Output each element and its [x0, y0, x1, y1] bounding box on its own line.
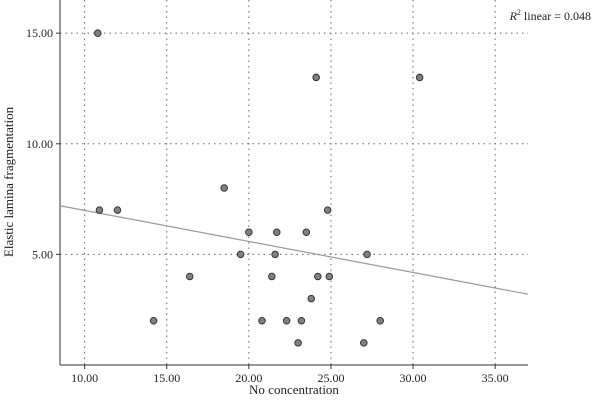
data-point	[273, 228, 281, 237]
x-tick-label: 25.00	[317, 371, 344, 385]
data-point	[95, 206, 104, 214]
data-point	[282, 317, 291, 325]
x-tick-label: 20.00	[235, 371, 262, 385]
axes	[59, 0, 528, 366]
data-point	[297, 317, 306, 325]
data-point	[94, 29, 102, 37]
x-tick-label: 35.00	[482, 371, 509, 385]
data-point	[271, 250, 279, 259]
data-point	[415, 73, 424, 82]
data-point	[294, 339, 302, 347]
ticks: 10.00 15.00 20.00 25.00 30.00 35.00 5.00 10.00 1…	[26, 26, 509, 385]
grid-lines	[60, 0, 528, 365]
y-tick-label: 15.00	[26, 26, 53, 40]
data-point	[376, 317, 384, 325]
data-point	[307, 294, 315, 303]
data-point	[185, 272, 194, 281]
data-point	[325, 272, 334, 281]
data-point	[314, 272, 322, 281]
data-point	[236, 250, 245, 259]
y-tick-label: 10.00	[26, 137, 53, 151]
regression-line	[59, 205, 529, 295]
x-tick-label: 10.00	[71, 371, 98, 385]
x-tick-label: 30.00	[400, 371, 427, 385]
x-tick-label: 15.00	[153, 371, 180, 385]
data-point	[312, 73, 320, 82]
data-point	[220, 184, 228, 192]
data-point	[245, 228, 253, 237]
data-point	[258, 317, 266, 325]
y-axis-title: Elastic lamina fragmentation	[1, 106, 16, 257]
data-point	[149, 317, 158, 325]
data-point	[268, 272, 276, 281]
y-tick-label: 5.00	[32, 247, 53, 261]
data-points	[94, 29, 424, 347]
data-point	[113, 206, 122, 214]
data-point	[323, 206, 332, 214]
r-squared-label: R2 linear = 0.048	[509, 8, 591, 23]
x-axis-title: No concentration	[249, 382, 339, 397]
data-point	[302, 228, 311, 237]
regression-line-group	[59, 205, 529, 295]
data-point	[363, 250, 371, 259]
data-point	[360, 339, 368, 347]
